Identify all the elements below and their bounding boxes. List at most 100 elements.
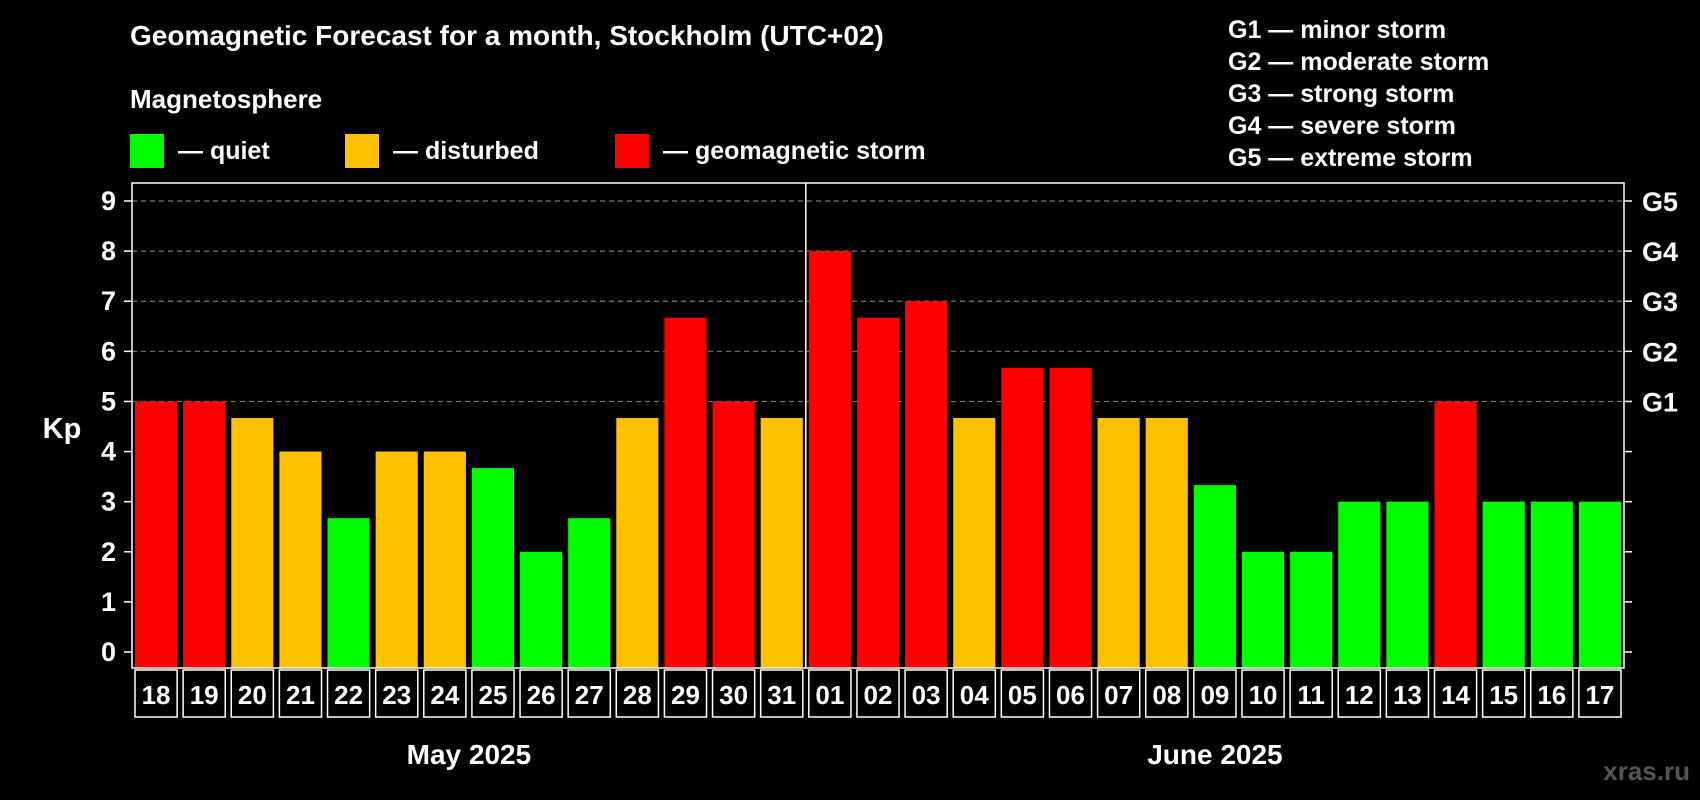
bar-03 [905,301,948,668]
g-scale-label-g4: G4 [1642,237,1678,267]
legend-item-storm: — geomagnetic storm [615,134,926,168]
day-box-18 [134,669,178,718]
day-box-27 [567,669,612,718]
bar-07 [1097,417,1140,668]
storm-scale-g4: G4 — severe storm [1228,112,1456,140]
day-label-03: 03 [912,680,941,710]
day-label-17: 17 [1585,680,1614,710]
day-label-29: 29 [671,680,700,710]
storm-scale-g2: G2 — moderate storm [1228,48,1490,76]
day-box-28 [615,669,660,718]
bar-12 [1338,501,1381,668]
day-box-30 [711,669,756,718]
day-label-13: 13 [1393,680,1422,710]
day-box-09 [1193,669,1237,718]
bar-31 [760,417,803,668]
ytick-label-9: 9 [101,186,116,216]
storm-scale-g5: G5 — extreme storm [1228,144,1473,172]
day-box-07 [1096,669,1141,718]
ytick-label-0: 0 [101,637,116,667]
bar-19 [183,401,226,668]
day-label-08: 08 [1152,680,1181,710]
day-box-01 [808,669,852,718]
storm-scale-g3: G3 — strong storm [1228,80,1455,108]
legend-heading: Magnetosphere [130,84,323,114]
day-label-04: 04 [960,680,989,710]
day-label-01: 01 [815,680,844,710]
month-label-may: May 2025 [407,739,532,770]
ytick-label-7: 7 [101,286,116,316]
bar-24 [423,451,466,668]
day-box-12 [1337,669,1382,718]
bar-16 [1530,501,1573,668]
bar-05 [1001,367,1044,668]
bar-17 [1578,501,1621,668]
bar-29 [664,317,707,668]
day-box-20 [230,669,275,718]
day-box-13 [1385,669,1430,718]
day-box-21 [278,669,323,718]
plot-frame [131,182,1625,669]
legend-swatch-quiet [130,134,164,168]
day-box-11 [1289,669,1333,718]
bar-06 [1049,367,1092,668]
bar-13 [1386,501,1429,668]
day-box-06 [1048,669,1093,718]
day-label-06: 06 [1056,680,1085,710]
watermark: xras.ru [1603,756,1690,786]
day-box-22 [326,669,371,718]
bar-02 [856,317,900,668]
day-box-25 [471,669,515,718]
day-label-21: 21 [286,680,315,710]
day-label-05: 05 [1008,680,1037,710]
month-label-june: June 2025 [1147,739,1282,770]
bar-20 [231,417,274,668]
day-box-26 [519,669,563,718]
day-label-07: 07 [1104,680,1133,710]
day-label-28: 28 [623,680,652,710]
bar-09 [1193,485,1236,668]
chart-title: Geomagnetic Forecast for a month, Stockh… [130,20,884,51]
ytick-label-4: 4 [101,437,116,467]
day-label-11: 11 [1297,680,1325,710]
legend-label-quiet: — quiet [178,136,270,165]
legend-item-quiet: — quiet [130,134,270,168]
bar-21 [279,451,322,668]
bar-01 [808,251,851,668]
storm-scale-list: G1 — minor storm G2 — moderate storm G3 … [1228,14,1489,174]
day-label-23: 23 [382,680,411,710]
bar-28 [616,417,659,668]
day-label-18: 18 [142,680,171,710]
day-box-24 [423,669,467,718]
day-box-15 [1481,669,1526,718]
day-box-04 [952,669,997,718]
day-label-31: 31 [767,680,796,710]
legend-item-disturbed: — disturbed [345,134,539,168]
bar-22 [327,518,370,668]
day-label-22: 22 [334,680,363,710]
day-box-02 [856,669,900,718]
bar-08 [1145,417,1188,668]
g-scale-label-g2: G2 [1642,337,1678,367]
g-scale-label-g5: G5 [1642,187,1678,217]
day-label-26: 26 [527,680,556,710]
day-label-24: 24 [430,680,459,710]
day-box-23 [374,669,419,718]
day-box-29 [663,669,708,718]
day-box-17 [1578,669,1622,718]
bar-11 [1290,551,1333,668]
day-box-10 [1241,669,1285,718]
g-scale-label-g3: G3 [1642,287,1678,317]
day-box-19 [182,669,227,718]
day-label-12: 12 [1345,680,1374,710]
day-label-15: 15 [1489,680,1518,710]
day-box-14 [1433,669,1478,718]
bar-26 [520,551,563,668]
bar-18 [135,401,178,668]
g-scale-label-g1: G1 [1642,387,1678,417]
day-label-27: 27 [575,680,604,710]
day-label-20: 20 [238,680,267,710]
ytick-label-6: 6 [101,336,116,366]
ytick-label-3: 3 [101,487,116,517]
